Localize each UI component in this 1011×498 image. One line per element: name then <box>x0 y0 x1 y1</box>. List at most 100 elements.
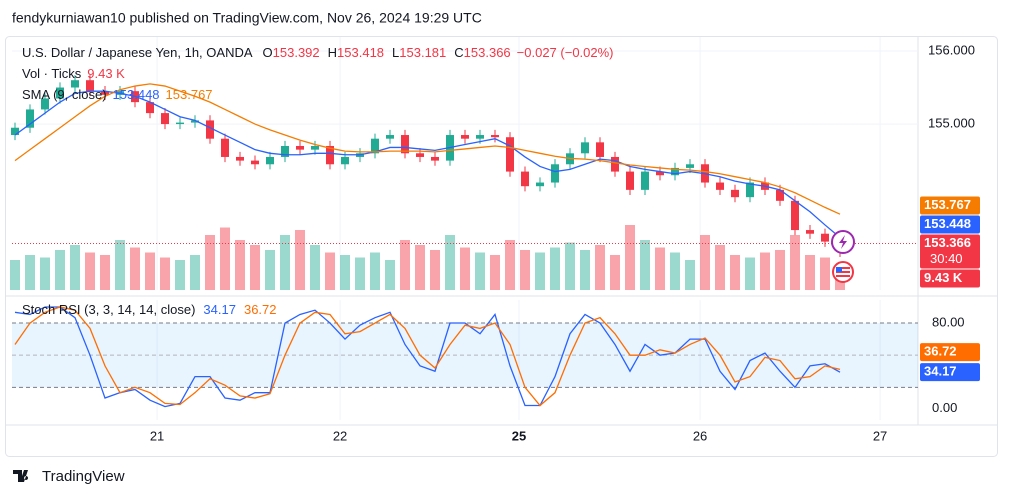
volume-bar <box>175 260 185 290</box>
volume-bar <box>760 252 770 290</box>
volume-bar <box>745 257 755 290</box>
volume-bar <box>640 240 650 290</box>
volume-bar <box>340 255 350 290</box>
sma-badge-bg <box>920 215 980 234</box>
volume-bar <box>550 247 560 290</box>
candle-body <box>551 164 559 183</box>
logo: TradingView <box>13 468 125 485</box>
volume-bar <box>100 255 110 290</box>
candle-body <box>56 87 64 99</box>
volume-bar <box>190 255 200 290</box>
volume-bar <box>460 247 470 290</box>
sma-name: SMA (9, close) <box>22 87 107 102</box>
candle-body <box>536 182 544 187</box>
candle-body <box>266 156 274 165</box>
volume-bar <box>70 245 80 290</box>
sma-line <box>14 90 841 239</box>
volume-badge-bg <box>920 269 980 288</box>
candle-body <box>41 98 49 110</box>
volume-bar <box>310 245 320 290</box>
candle-body <box>176 122 184 125</box>
volume-bar <box>685 260 695 290</box>
ohlc-value: 153.366 <box>464 45 511 60</box>
candle-body <box>821 233 829 242</box>
candle-body <box>281 145 289 157</box>
x-tick-label: 21 <box>150 428 164 443</box>
candle-body <box>71 80 79 88</box>
footer-logo-text: TradingView <box>42 468 125 485</box>
sma-badge: 153.767 <box>924 197 971 212</box>
ohlc-letter: O <box>263 45 273 60</box>
plot-layer: 21 22 25 26 27 156.000 155.000 U.S. Dollar / Ja… <box>10 37 980 443</box>
volume-badge: 9.43 K <box>924 270 963 285</box>
sma-value: 153.448 <box>113 87 160 102</box>
stoch-badge-bg <box>920 343 980 362</box>
candle-body <box>746 182 754 198</box>
candle-body <box>161 113 169 125</box>
candle-body <box>11 127 19 136</box>
ohlc-value: 153.392 <box>273 45 320 60</box>
volume-bar <box>595 245 605 290</box>
volume-bar <box>730 255 740 290</box>
candle-body <box>431 156 439 161</box>
y-tick-label: 80.00 <box>932 314 965 329</box>
frame <box>5 36 998 457</box>
candle-body <box>206 120 214 139</box>
stoch-title: Stoch RSI (3, 3, 14, 14, close) <box>22 302 195 317</box>
candle-body <box>311 145 319 150</box>
candle-body <box>191 120 199 123</box>
volume-bar <box>115 240 125 290</box>
volume-bar <box>505 240 515 290</box>
x-tick-label: 26 <box>693 428 707 443</box>
volume-bar <box>250 245 260 290</box>
candle-body <box>581 142 589 154</box>
volume-bar <box>445 235 455 290</box>
candle-body <box>626 171 634 190</box>
candle-body <box>326 145 334 165</box>
candle-body <box>521 171 529 187</box>
legend-main: U.S. Dollar / Japanese Yen, 1h, OANDA O15… <box>22 45 614 60</box>
y-tick-label: 0.00 <box>932 400 957 415</box>
volume-bar <box>700 235 710 290</box>
volume-bar <box>625 225 635 290</box>
volume-bar <box>385 260 395 290</box>
candle-body <box>791 200 799 231</box>
candle-body <box>386 135 394 139</box>
candle-body <box>296 145 304 150</box>
volume-bar <box>235 240 245 290</box>
volume-bar <box>415 245 425 290</box>
volume-bar <box>430 250 440 290</box>
sma-line <box>14 83 841 215</box>
header: fendykurniawan10 published on TradingVie… <box>12 10 482 26</box>
candle-body <box>221 138 229 157</box>
sma-value: 153.767 <box>166 87 213 102</box>
volume-bar <box>400 240 410 290</box>
stoch-value: 34.17 <box>203 302 236 317</box>
candle-body <box>596 142 604 157</box>
candle-body <box>806 230 814 234</box>
candle-body <box>416 153 424 157</box>
candle-body <box>491 135 499 138</box>
volume-bar <box>775 250 785 290</box>
candle-body <box>731 189 739 198</box>
candle-body <box>86 80 94 92</box>
volume-bar <box>790 235 800 290</box>
candle-body <box>716 182 724 190</box>
candle-body <box>611 156 619 172</box>
countdown: 30:40 <box>930 251 963 266</box>
volume-bar <box>610 255 620 290</box>
symbol-title: U.S. Dollar / Japanese Yen, 1h, OANDA <box>22 45 253 60</box>
legend-sma: SMA (9, close) 153.448 153.767 <box>22 87 213 102</box>
volume-bar <box>520 250 530 290</box>
x-tick-label: 27 <box>873 428 887 443</box>
volume-bar <box>325 252 335 290</box>
candle-body <box>656 171 664 176</box>
candle-body <box>341 156 349 165</box>
ohlc-value: 153.181 <box>399 45 446 60</box>
change-value: −0.027 (−0.02%) <box>517 45 614 60</box>
volume-bar <box>820 257 830 290</box>
x-tick-label: 22 <box>333 428 347 443</box>
volume-bar <box>55 250 65 290</box>
event-flag-icon <box>832 261 854 283</box>
x-tick-label: 25 <box>512 428 526 443</box>
